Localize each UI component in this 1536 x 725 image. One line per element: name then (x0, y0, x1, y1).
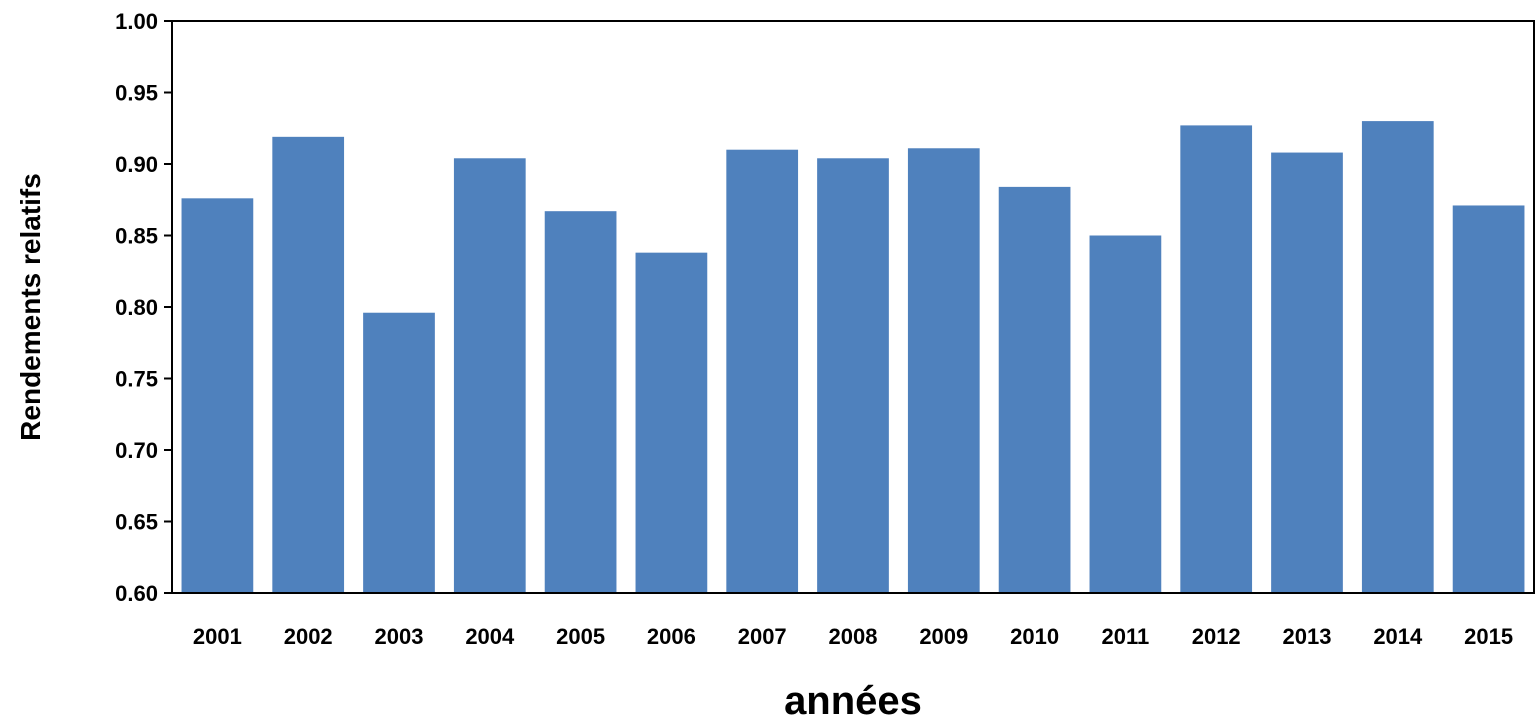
y-tick-label: 0.80 (115, 295, 158, 320)
y-tick-label: 0.60 (115, 581, 158, 606)
x-tick-label: 2001 (193, 624, 242, 649)
bar-2013 (1271, 152, 1343, 593)
x-tick-label: 2007 (738, 624, 787, 649)
x-tick-label: 2005 (556, 624, 605, 649)
bar-2001 (181, 198, 254, 593)
x-tick-label: 2004 (465, 624, 515, 649)
bar-2009 (907, 148, 980, 593)
x-axis-title: années (784, 679, 922, 723)
bar-2005 (544, 211, 617, 593)
bars-group (181, 121, 1525, 593)
bar-2012 (1180, 125, 1253, 593)
bar-2003 (363, 312, 435, 593)
y-tick-label: 0.95 (115, 81, 158, 106)
bar-2007 (726, 149, 799, 593)
x-tick-label: 2011 (1102, 624, 1150, 649)
y-tick-label: 0.85 (115, 224, 158, 249)
y-axis-ticks: 0.60 0.65 0.70 0.75 0.80 0.85 0.90 0.95 1.00 (115, 9, 172, 606)
x-tick-label: 2015 (1464, 624, 1513, 649)
bar-2011 (1089, 235, 1162, 593)
x-tick-label: 2012 (1192, 624, 1241, 649)
x-tick-label: 2013 (1283, 624, 1332, 649)
bar-2010 (998, 186, 1071, 593)
x-tick-label: 2010 (1010, 624, 1059, 649)
y-tick-label: 0.70 (115, 438, 158, 463)
x-tick-label: 2009 (919, 624, 968, 649)
y-tick-label: 0.75 (115, 367, 158, 392)
bar-2006 (635, 252, 708, 593)
x-tick-label: 2008 (829, 624, 878, 649)
bar-2002 (272, 136, 345, 593)
y-axis-title: Rendements relatifs (15, 173, 46, 441)
x-axis-ticks: 2001 2002 2003 2004 2005 2006 2007 2008 2009 2010… (193, 624, 1513, 649)
bar-2004 (453, 158, 526, 593)
y-tick-label: 0.65 (115, 510, 158, 535)
x-tick-label: 2002 (284, 624, 333, 649)
y-tick-label: 0.90 (115, 152, 158, 177)
bar-2008 (817, 158, 889, 593)
bar-2015 (1452, 205, 1525, 593)
x-tick-label: 2006 (647, 624, 696, 649)
y-tick-label: 1.00 (115, 9, 158, 34)
x-tick-label: 2003 (375, 624, 424, 649)
bar-2014 (1361, 121, 1434, 593)
x-tick-label: 2014 (1373, 624, 1423, 649)
